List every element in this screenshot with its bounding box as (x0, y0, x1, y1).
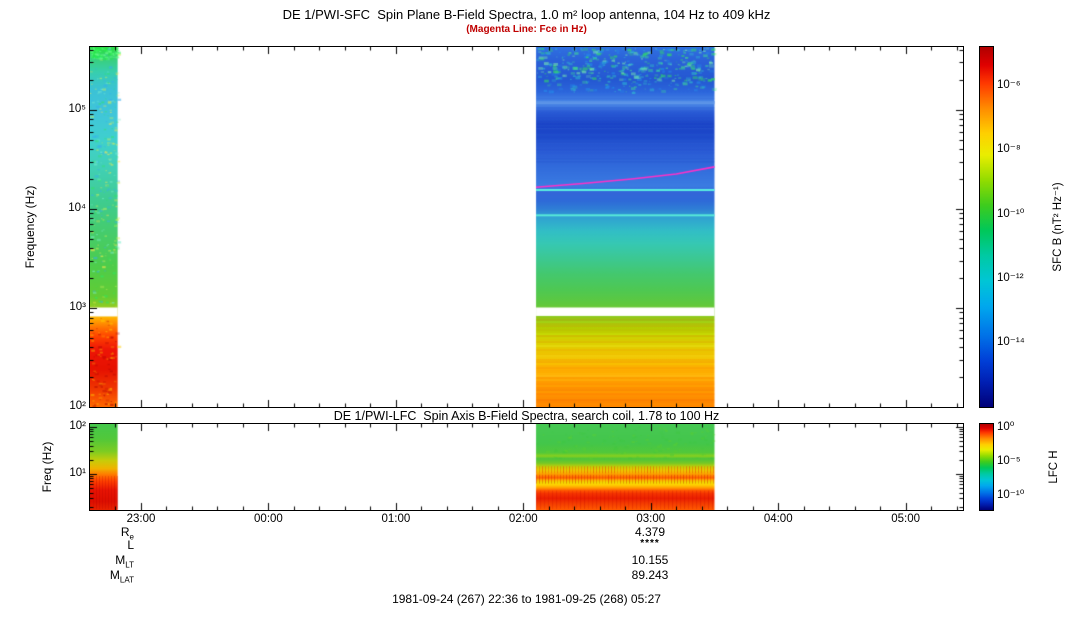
ephemeris-label-mlt: MLT (115, 553, 134, 570)
time-range-footer: 1981-09-24 (267) 22:36 to 1981-09-25 (26… (392, 592, 661, 606)
ephemeris-value-mlat: 89.243 (631, 568, 669, 582)
lfc-colorbar-tick-label: 10⁻⁵ (997, 454, 1021, 467)
ephemeris-value-re: 4.379 (634, 525, 666, 539)
sfc-spectrogram (89, 46, 964, 408)
fce-line-note: (Magenta Line: Fce in Hz) (466, 24, 587, 35)
lfc-colorbar-tick-label: 10⁰ (997, 420, 1015, 433)
lfc-colorbar-label: LFC H (1048, 450, 1060, 484)
ephemeris-label-l: L (127, 538, 134, 552)
ephemeris-row-mlat: MLAT 89.243 (0, 568, 1083, 585)
sfc-y-axis-label: Frequency (Hz) (23, 185, 37, 269)
time-tick-label: 00:00 (254, 513, 283, 525)
time-tick-label: 05:00 (891, 513, 921, 525)
lfc-y-tick-label: 10² (69, 419, 86, 432)
sfc-colorbar-label: SFC B (nT² Hz⁻¹) (1052, 182, 1064, 272)
ephemeris-value-mlt: 10.155 (631, 553, 669, 567)
time-tick-label: 04:00 (763, 513, 793, 525)
sfc-colorbar-tick-label: 10⁻⁶ (997, 79, 1021, 92)
ephemeris-label-re: Re (120, 525, 134, 542)
ephemeris-label-mlat: MLAT (109, 568, 134, 585)
sfc-y-tick-label: 10³ (69, 300, 86, 313)
time-tick-label: 03:00 (636, 513, 666, 525)
ephemeris-row-re: Re 4.379 (0, 525, 1083, 542)
lfc-y-tick-label: 10¹ (69, 466, 86, 479)
sfc-colorbar-tick-label: 10⁻¹⁴ (997, 336, 1025, 349)
time-tick-label: 23:00 (126, 513, 156, 525)
sfc-y-tick-label: 10⁴ (68, 201, 86, 214)
ephemeris-row-l: L **** (0, 538, 1083, 552)
lfc-spectrogram (89, 423, 964, 511)
sfc-colorbar (979, 46, 994, 408)
sfc-colorbar-tick-label: 10⁻¹² (997, 271, 1024, 284)
sfc-colorbar-tick-label: 10⁻⁸ (997, 143, 1021, 156)
lfc-colorbar (979, 423, 994, 511)
sfc-y-tick-label: 10² (69, 400, 86, 412)
lfc-colorbar-tick-label: 10⁻¹⁰ (997, 488, 1025, 501)
sfc-colorbar-tick-label: 10⁻¹⁰ (997, 207, 1025, 220)
ephemeris-value-l: **** (640, 538, 660, 549)
time-tick-label: 02:00 (508, 513, 538, 525)
lfc-panel-title: DE 1/PWI-LFC Spin Axis B-Field Spectra, … (333, 409, 720, 423)
sfc-y-tick-label: 10⁵ (68, 102, 86, 115)
ephemeris-row-mlt: MLT 10.155 (0, 553, 1083, 570)
sfc-panel-title: DE 1/PWI-SFC Spin Plane B-Field Spectra,… (282, 7, 771, 22)
time-tick-label: 01:00 (381, 513, 411, 525)
